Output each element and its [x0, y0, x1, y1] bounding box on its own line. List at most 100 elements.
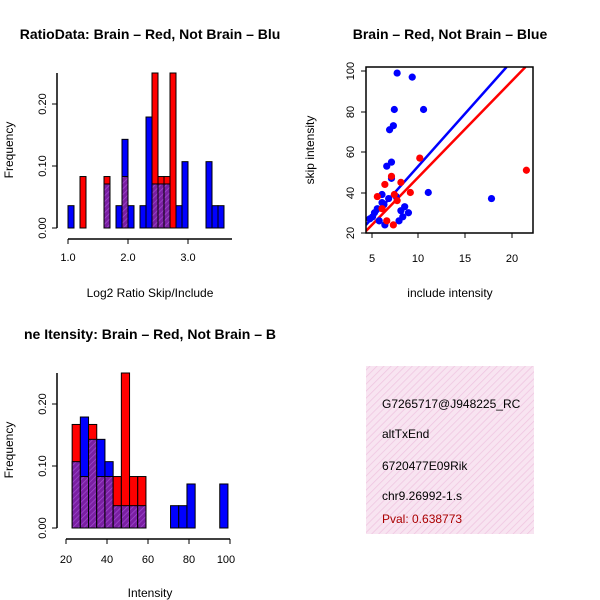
not-brain-point — [389, 122, 397, 130]
ratio-histogram: RatioData: Brain – Red, Not Brain – Blu … — [2, 26, 280, 300]
not-brain-point — [383, 162, 391, 170]
not-brain-point — [487, 194, 496, 203]
intensity-x-tick-label-4: 100 — [217, 554, 235, 566]
intensity-x-tick-label-1: 40 — [101, 554, 113, 566]
intensity-scatter: Brain – Red, Not Brain – Blue 20 40 60 8… — [303, 26, 547, 300]
scatter-y-tick-label-1: 40 — [345, 187, 357, 199]
intensity-bar-brain — [120, 372, 131, 529]
ratio-bar-not-brain — [145, 116, 153, 229]
ratio-x-axis-label: Log2 Ratio Skip/Include — [87, 286, 214, 300]
ratio-histogram-title: RatioData: Brain – Red, Not Brain – Blu — [20, 26, 281, 42]
intensity-x-tick-label-0: 20 — [60, 554, 72, 566]
scatter-y-tick-label-4: 100 — [345, 62, 357, 80]
brain-point — [390, 190, 398, 199]
intensity-y-tick-label-1: 0.10 — [37, 455, 49, 476]
ratio-bar-not-brain — [217, 205, 225, 229]
intensity-y-axis-label: Frequency — [2, 422, 16, 479]
info-id-line: G7265717@J948225_RC — [382, 397, 521, 411]
info-box: G7265717@J948225_RC altTxEnd 6720477E09R… — [366, 366, 534, 534]
ratio-bar-not-brain — [115, 205, 123, 229]
intensity-bar-not-brain — [219, 483, 229, 529]
scatter-x-tick-label-2: 15 — [459, 253, 471, 265]
intensity-y-tick-label-2: 0.20 — [37, 393, 49, 414]
ratio-bar-not-brain — [67, 205, 75, 229]
ratio-bar-not-brain — [211, 205, 219, 229]
ratio-bar-overlap — [163, 183, 171, 229]
not-brain-point — [401, 203, 409, 211]
not-brain-point — [385, 194, 393, 203]
scatter-x-tick-label-0: 5 — [369, 253, 375, 265]
ratio-bar-not-brain — [205, 161, 213, 229]
not-brain-point — [404, 209, 413, 217]
ratio-bar-brain — [169, 72, 177, 229]
info-pval: Pval: 0.638773 — [382, 512, 462, 526]
brain-point — [397, 178, 405, 186]
ratio-bar-not-brain — [181, 161, 189, 229]
ratio-histogram-bars — [67, 72, 225, 229]
ratio-y-tick-label-2: 0.20 — [37, 93, 49, 114]
info-event-type: altTxEnd — [382, 427, 429, 441]
not-brain-point — [408, 73, 416, 81]
brain-point — [522, 166, 530, 174]
ratio-bar-overlap — [151, 183, 159, 229]
intensity-bar-not-brain — [186, 483, 196, 529]
ratio-bar-overlap — [157, 183, 165, 229]
scatter-y-tick-label-0: 20 — [345, 227, 357, 239]
brain-point — [387, 172, 396, 180]
ratio-x-tick-label-0: 1.0 — [60, 252, 75, 264]
ratio-bar-overlap — [103, 183, 111, 229]
brain-fit-line — [366, 67, 527, 232]
ratio-bar-not-brain — [127, 205, 135, 229]
not-brain-point — [399, 213, 407, 221]
scatter-fit-lines — [366, 67, 527, 232]
intensity-bar-not-brain — [178, 505, 188, 529]
not-brain-point — [424, 188, 432, 197]
intensity-bar-overlap — [71, 461, 81, 529]
info-box-background — [366, 366, 534, 534]
brain-point — [373, 192, 381, 201]
brain-point — [389, 221, 397, 229]
ratio-y-tick-label-0: 0.00 — [37, 217, 49, 238]
not-brain-point — [419, 105, 428, 114]
intensity-bar-not-brain — [170, 505, 180, 529]
ratio-y-axis-label: Frequency — [2, 122, 16, 179]
ratio-bar-overlap — [121, 176, 129, 229]
ratio-bar-not-brain — [139, 205, 147, 229]
intensity-x-tick-label-2: 60 — [142, 554, 154, 566]
intensity-bar-overlap — [104, 476, 114, 529]
brain-point — [381, 180, 389, 189]
intensity-bar-overlap — [137, 505, 147, 529]
brain-point — [406, 188, 414, 197]
intensity-bar-overlap — [112, 505, 122, 529]
not-brain-point — [375, 217, 383, 225]
intensity-bar-overlap — [79, 476, 90, 529]
intensity-histogram: ne Itensity: Brain – Red, Not Brain – B … — [2, 326, 276, 600]
not-brain-point — [393, 69, 401, 77]
scatter-plot-frame — [365, 66, 534, 234]
brain-point — [378, 205, 386, 213]
scatter-points — [366, 69, 530, 229]
intensity-bar-overlap — [120, 505, 131, 529]
intensity-x-axis-label: Intensity — [128, 586, 173, 600]
intensity-bar-overlap — [96, 476, 106, 529]
scatter-y-axis-label: skip intensity — [303, 116, 317, 185]
not-brain-point — [387, 158, 396, 166]
intensity-histogram-bars — [71, 372, 229, 529]
intensity-x-tick-label-3: 80 — [183, 554, 195, 566]
intensity-bar-overlap — [88, 438, 98, 529]
intensity-bar-overlap — [129, 505, 139, 529]
scatter-y-tick-label-2: 60 — [345, 146, 357, 158]
ratio-x-tick-label-2: 3.0 — [180, 252, 195, 264]
ratio-y-tick-label-1: 0.10 — [37, 155, 49, 176]
intensity-y-tick-label-0: 0.00 — [37, 517, 49, 538]
brain-point — [416, 154, 424, 162]
scatter-title: Brain – Red, Not Brain – Blue — [353, 26, 548, 42]
scatter-x-tick-label-1: 10 — [412, 253, 424, 265]
ratio-x-tick-label-1: 2.0 — [120, 252, 135, 264]
not-brain-point — [390, 105, 398, 114]
info-gene: 6720477E09Rik — [382, 459, 468, 473]
ratio-bar-not-brain — [175, 205, 183, 229]
ratio-bar-brain — [79, 176, 87, 229]
brain-point — [383, 217, 391, 225]
intensity-histogram-title: ne Itensity: Brain – Red, Not Brain – B — [24, 326, 276, 342]
